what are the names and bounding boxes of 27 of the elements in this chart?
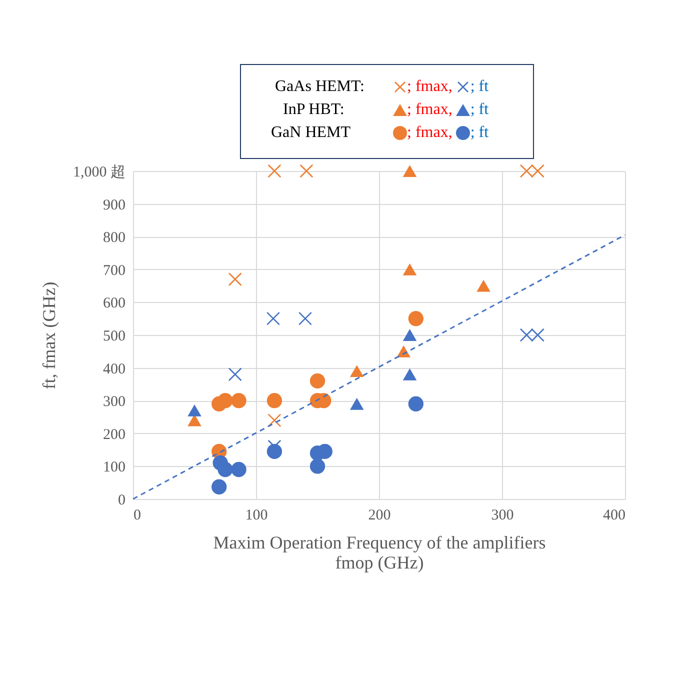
- y-tick-label: 600: [103, 296, 126, 312]
- text: ; fmax,: [407, 101, 452, 118]
- x-axis-title: Maxim Operation Frequency of the amplifiers fmop (GHz): [213, 532, 546, 572]
- y-tick-label: 0: [118, 492, 126, 508]
- y-tick-label: 400: [103, 361, 126, 378]
- y-tick-label: 800: [103, 230, 126, 246]
- text: ; ft: [470, 101, 489, 118]
- text: ; ft: [470, 124, 489, 141]
- text: InP HBT:: [283, 100, 344, 120]
- y-tick-label: 1,000 超: [73, 164, 126, 180]
- x-tick-label: 400: [603, 508, 626, 524]
- y-tick-label: 300: [103, 394, 126, 410]
- y-tick-label: 500: [103, 328, 126, 344]
- text: GaAs HEMT:: [275, 77, 364, 97]
- text: ; ft: [470, 78, 489, 95]
- text: GaN HEMT: [271, 123, 351, 143]
- y-axis-title: ft, fmax (GHz): [39, 282, 59, 390]
- y-tick-label: 100: [103, 460, 126, 476]
- y-tick-label: 200: [103, 426, 126, 443]
- y-tick-label: 900: [103, 197, 126, 214]
- x-tick-label: 300: [491, 508, 514, 524]
- text: ; fmax,: [407, 124, 452, 141]
- x-tick-label: 200: [368, 508, 391, 524]
- x-tick-label: 100: [245, 508, 268, 524]
- x-tick-label: 0: [134, 508, 141, 524]
- text: ; fmax,: [407, 78, 452, 95]
- y-tick-label: 700: [103, 262, 126, 279]
